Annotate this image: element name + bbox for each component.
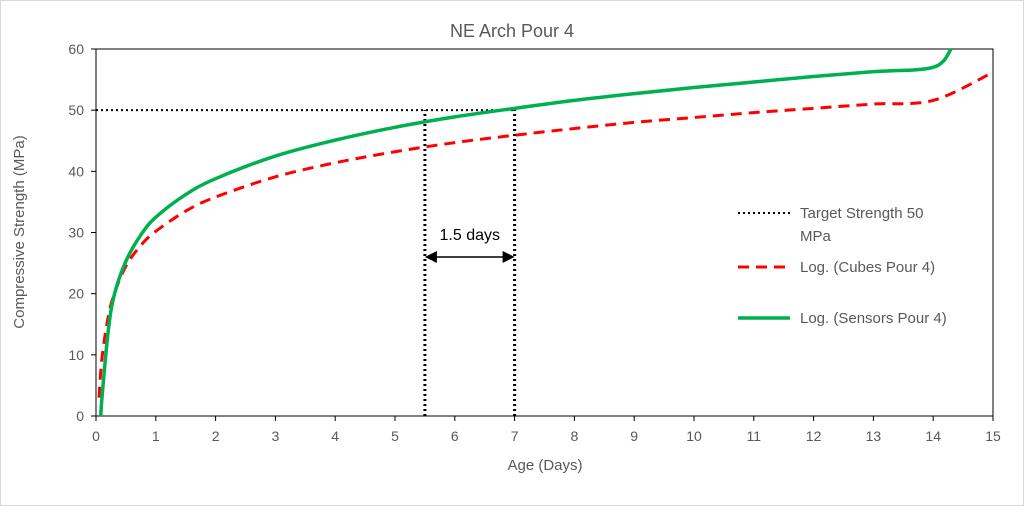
x-tick-label: 1: [152, 428, 160, 444]
x-tick-label: 4: [331, 428, 339, 444]
x-tick-label: 14: [925, 428, 941, 444]
x-tick-label: 9: [630, 428, 638, 444]
legend: Target Strength 50 MPa Log. (Cubes Pour 4)…: [738, 205, 947, 327]
series-line-sensors: [99, 47, 953, 417]
x-tick-label: 6: [451, 428, 459, 444]
x-tick-label: 2: [212, 428, 220, 444]
x-tick-label: 5: [391, 428, 399, 444]
x-tick-label: 3: [272, 428, 280, 444]
reference-lines: [423, 110, 517, 416]
annotation-label: 1.5 days: [440, 227, 500, 244]
x-tick-label: 0: [92, 428, 100, 444]
annotation-arrow-left-head: [424, 250, 437, 263]
y-tick-label: 30: [68, 225, 84, 241]
y-tick-label: 60: [68, 41, 84, 57]
x-tick-label: 7: [511, 428, 519, 444]
y-axis-title: Compressive Strength (MPa): [11, 135, 28, 328]
x-tick-label: 15: [985, 428, 1001, 444]
annotation-layer: 1.5 days: [424, 227, 515, 263]
x-tick-label: 10: [686, 428, 702, 444]
series-line-cubes: [97, 70, 994, 398]
x-tick-label: 12: [806, 428, 822, 444]
legend-label: Log. (Sensors Pour 4): [800, 310, 947, 327]
y-tick-label: 0: [76, 408, 84, 424]
y-tick-label: 40: [68, 163, 84, 179]
chart-title: NE Arch Pour 4: [450, 21, 574, 41]
x-axis-title: Age (Days): [507, 457, 582, 474]
x-tick-label: 13: [866, 428, 882, 444]
y-tick-label: 10: [68, 347, 84, 363]
series-layer: [96, 47, 994, 417]
x-tick-label: 11: [747, 428, 762, 444]
x-tick-label: 8: [571, 428, 579, 444]
legend-label: Target Strength 50 MPa: [800, 205, 923, 245]
y-tick-label: 20: [68, 286, 84, 302]
legend-label: Log. (Cubes Pour 4): [800, 259, 935, 276]
y-tick-label: 50: [68, 102, 84, 118]
annotation-arrow-right-head: [502, 250, 515, 263]
